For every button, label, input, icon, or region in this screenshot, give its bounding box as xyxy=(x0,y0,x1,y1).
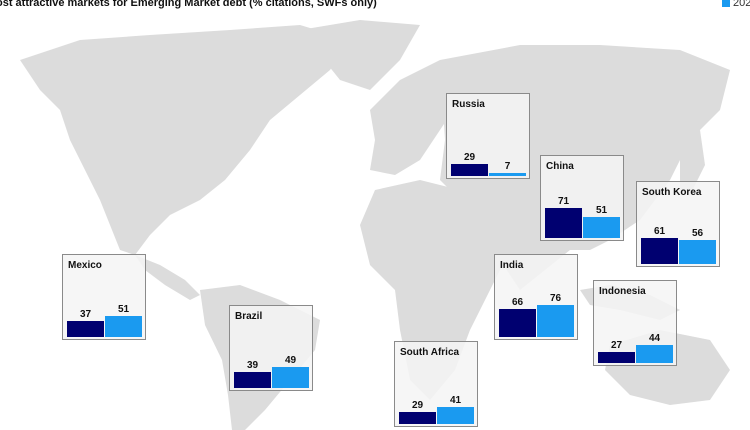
bar-series1 xyxy=(399,411,436,424)
bar-series1 xyxy=(451,163,488,176)
japan xyxy=(680,130,705,195)
country-box-mexico: Mexico 37 51 xyxy=(62,254,146,340)
country-box-india: India 66 76 xyxy=(494,254,578,340)
country-label: Russia xyxy=(452,99,485,110)
data-label-series2: 41 xyxy=(449,394,462,406)
data-label-series1: 27 xyxy=(610,339,623,351)
country-box-russia: Russia 29 7 xyxy=(446,93,530,179)
data-label-series2: 76 xyxy=(549,293,562,305)
data-label-series1: 37 xyxy=(79,309,92,321)
legend-label-series2: 202 xyxy=(733,0,750,9)
country-box-brazil: Brazil 39 49 xyxy=(229,305,313,391)
country-label: Brazil xyxy=(235,311,263,322)
country-label: South Africa xyxy=(400,347,460,358)
legend-swatch-series2 xyxy=(722,0,730,7)
bar-series2 xyxy=(636,344,673,363)
data-label-series2: 44 xyxy=(648,332,661,344)
data-label-series2: 49 xyxy=(284,355,297,367)
bar-series1 xyxy=(598,351,635,363)
bar-series2 xyxy=(537,305,574,337)
central-america xyxy=(135,255,200,300)
bar-series1 xyxy=(67,321,104,337)
bar-series2 xyxy=(272,367,309,388)
data-label-series2: 56 xyxy=(691,228,704,240)
country-box-china: China 71 51 xyxy=(540,155,624,241)
country-label: South Korea xyxy=(642,187,702,198)
data-label-series1: 61 xyxy=(653,226,666,238)
country-box-south-africa: South Africa 29 41 xyxy=(394,341,478,427)
country-label: China xyxy=(546,161,574,172)
bar-series2 xyxy=(583,216,620,238)
bar-series2 xyxy=(105,315,142,337)
data-label-series1: 66 xyxy=(511,297,524,309)
africa xyxy=(360,180,510,400)
north-america xyxy=(20,25,350,255)
data-label-series2: 7 xyxy=(504,161,511,173)
data-label-series2: 51 xyxy=(595,204,608,216)
data-label-series1: 29 xyxy=(411,399,424,411)
data-label-series1: 39 xyxy=(246,359,259,371)
bar-series1 xyxy=(545,208,582,238)
country-box-indonesia: Indonesia 27 44 xyxy=(593,280,677,366)
bar-series2 xyxy=(437,406,474,424)
country-label: India xyxy=(500,260,524,271)
bar-series2 xyxy=(679,240,716,264)
legend: 202 xyxy=(722,0,750,9)
bar-series2 xyxy=(489,173,526,176)
chart-title: ost attractive markets for Emerging Mark… xyxy=(0,0,377,9)
data-label-series2: 51 xyxy=(117,303,130,315)
country-label: Mexico xyxy=(68,260,102,271)
data-label-series1: 29 xyxy=(463,151,476,163)
bar-series1 xyxy=(234,371,271,388)
data-label-series1: 71 xyxy=(557,196,570,208)
country-box-south-korea: South Korea 61 56 xyxy=(636,181,720,267)
bar-series1 xyxy=(641,238,678,264)
greenland xyxy=(300,20,420,90)
country-label: Indonesia xyxy=(599,286,646,297)
bar-series1 xyxy=(499,309,536,337)
